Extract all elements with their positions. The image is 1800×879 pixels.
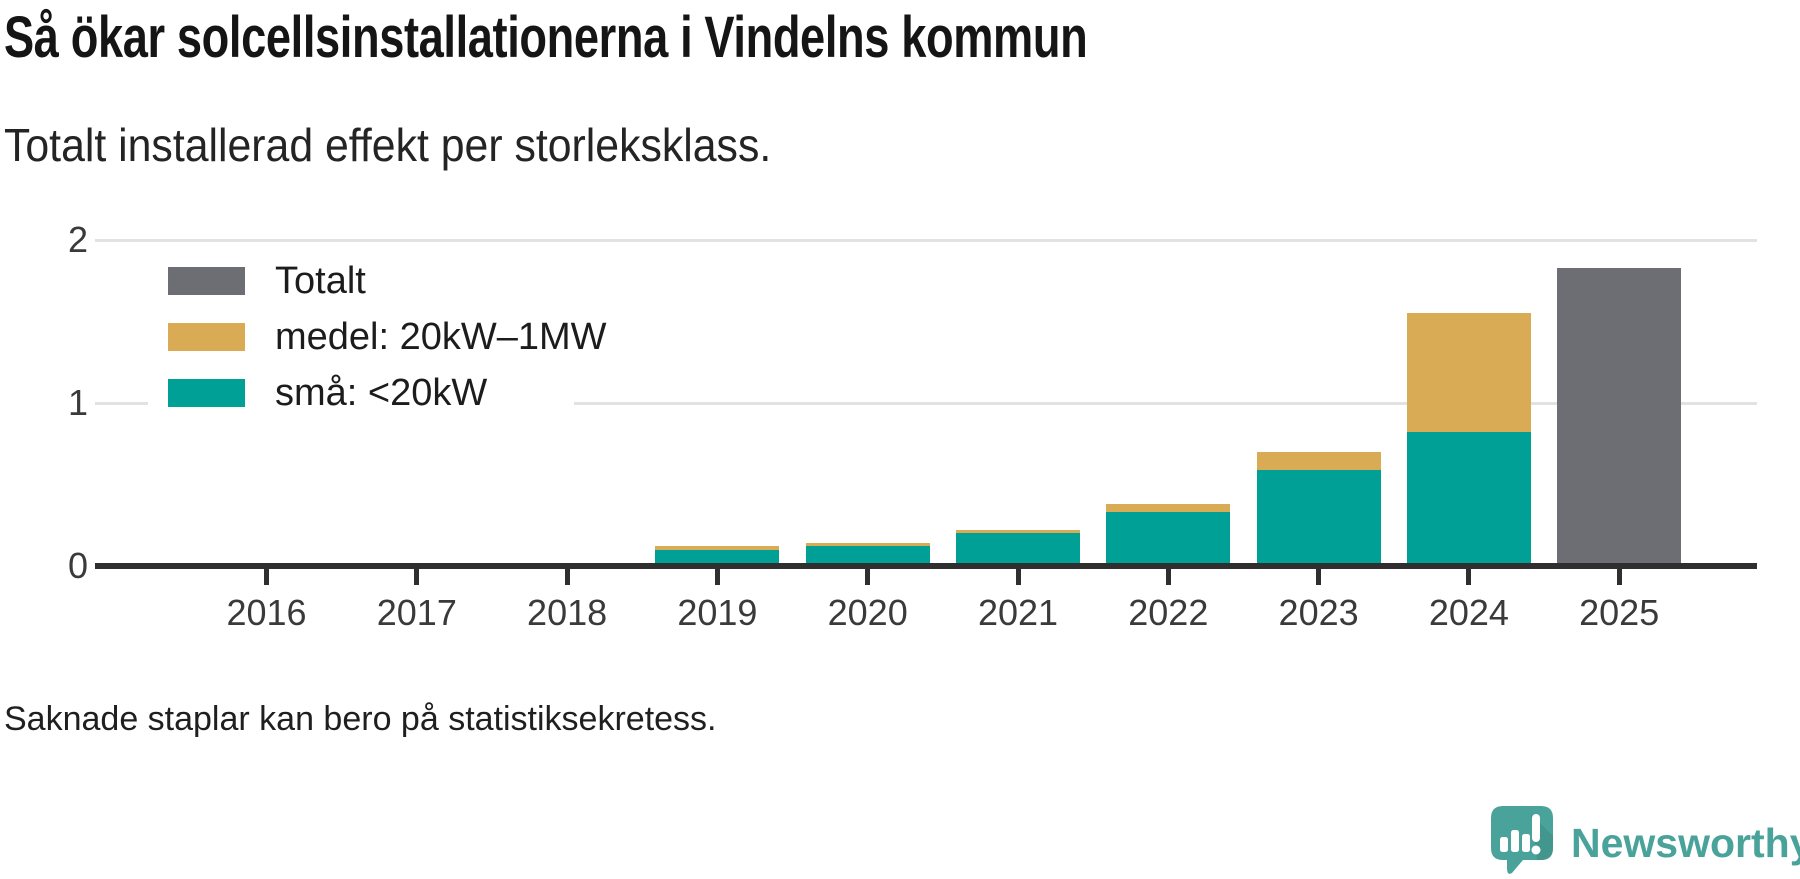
newsworthy-logo-icon <box>1491 806 1553 874</box>
x-axis-tick-label: 2021 <box>977 592 1059 633</box>
chart-footnote: Saknade staplar kan bero på statistiksek… <box>4 700 717 738</box>
bar-segment-2020 <box>805 546 930 566</box>
bar-segment-2021 <box>956 530 1080 534</box>
x-axis-tick-label: 2025 <box>1579 592 1660 633</box>
x-axis-tick-2022 <box>1165 569 1171 585</box>
bar-segment-2019 <box>655 546 780 550</box>
bar-segment-2021 <box>956 533 1080 566</box>
legend-label: små: <20kW <box>275 371 488 414</box>
legend-swatch <box>168 379 245 407</box>
x-axis-tick-2024 <box>1466 569 1472 585</box>
bar-segment-2023 <box>1256 451 1381 470</box>
x-axis-tick-label: 2023 <box>1278 592 1359 633</box>
bar-segment-2020 <box>805 543 930 547</box>
x-axis-tick-2016 <box>264 569 269 585</box>
legend-label: medel: 20kW–1MW <box>275 315 607 358</box>
legend-row: medel: 20kW–1MW <box>148 310 607 364</box>
chart-legend: Totalt medel: 20kW–1MW små: <20kW <box>148 252 607 422</box>
x-axis-tick-2021 <box>1015 569 1021 585</box>
legend-swatch <box>168 323 245 351</box>
gridline-y2 <box>95 238 1757 242</box>
x-axis-tick-label: 2022 <box>1128 592 1209 633</box>
newsworthy-brand-name: Newsworthy <box>1571 820 1800 866</box>
legend-row: små: <20kW <box>148 366 574 420</box>
x-axis-tick-2017 <box>414 569 420 585</box>
x-axis-tick-label: 2018 <box>527 592 608 633</box>
x-axis-tick-2018 <box>564 569 570 585</box>
bar-segment-2022 <box>1106 504 1231 513</box>
x-axis-tick-2025 <box>1616 569 1622 585</box>
page-title: Så ökar solcellsinstallationerna i Vinde… <box>4 5 1088 70</box>
x-axis-line <box>95 563 1757 569</box>
legend-row: Totalt <box>148 254 574 308</box>
x-axis-tick-2019 <box>714 569 720 585</box>
y-axis-tick-label: 2 <box>67 219 88 260</box>
bar-segment-2024 <box>1406 313 1531 433</box>
x-axis-tick-2023 <box>1316 569 1322 585</box>
x-axis-tick-2020 <box>865 569 871 585</box>
bar-segment-2019 <box>655 549 780 566</box>
legend-swatch <box>168 267 245 295</box>
newsworthy-brand: Newsworthy <box>1491 806 1800 876</box>
y-axis-tick-label: 0 <box>67 545 88 586</box>
x-axis-tick-label: 2024 <box>1428 592 1509 633</box>
x-axis-tick-label: 2017 <box>376 592 457 633</box>
legend-label: Totalt <box>275 259 366 302</box>
x-axis-tick-label: 2020 <box>827 592 908 633</box>
y-axis-tick-label: 1 <box>67 382 88 423</box>
bar-segment-2022 <box>1106 512 1231 566</box>
chart-subtitle: Totalt installerad effekt per storlekskl… <box>4 119 772 171</box>
x-axis-tick-label: 2016 <box>226 592 307 633</box>
gridline-y1 <box>95 401 1757 405</box>
bar-segment-2025 <box>1557 267 1682 566</box>
x-axis-tick-label: 2019 <box>677 592 758 633</box>
bar-segment-2023 <box>1256 469 1381 566</box>
bar-segment-2024 <box>1406 432 1531 566</box>
